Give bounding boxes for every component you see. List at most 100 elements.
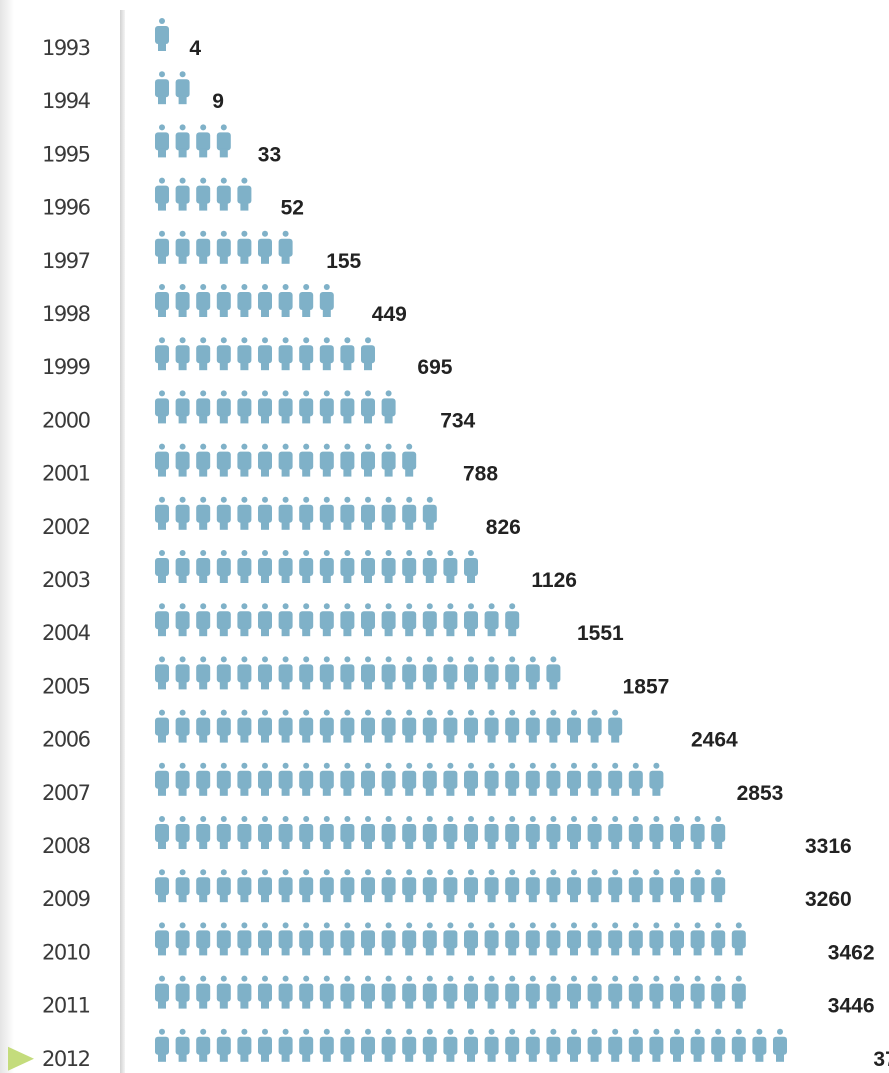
person-icon (278, 496, 293, 530)
person-icon (196, 709, 211, 743)
value-label: 695 (417, 356, 452, 379)
person-icon (670, 1028, 684, 1062)
person-icon-bar (155, 922, 746, 956)
person-icon (237, 337, 252, 371)
person-icon (319, 284, 334, 317)
year-row: 2012 3759 (42, 1028, 889, 1071)
person-icon (505, 922, 520, 956)
person-icon (196, 443, 211, 477)
person-icon (340, 975, 355, 1009)
person-icon (319, 443, 334, 477)
person-icon (422, 550, 437, 583)
person-icon (340, 816, 355, 849)
person-icon (464, 975, 478, 1009)
person-icon (628, 975, 643, 1009)
person-icon (484, 816, 499, 849)
person-icon (237, 656, 252, 690)
person-icon (216, 1028, 231, 1062)
person-icon (340, 550, 355, 583)
person-icon (175, 869, 190, 903)
person-icon (567, 922, 581, 956)
person-icon-bar (155, 550, 478, 583)
person-icon (484, 762, 499, 796)
person-icon (175, 816, 190, 849)
person-icon (175, 550, 190, 583)
person-icon (484, 656, 499, 690)
person-icon (258, 550, 272, 583)
person-icon (155, 550, 169, 583)
value-label: 3759 (873, 1048, 889, 1071)
person-icon (278, 762, 293, 796)
year-label: 1993 (42, 36, 90, 60)
person-icon-bar (155, 975, 746, 1009)
person-icon (340, 496, 355, 530)
person-icon (422, 869, 437, 903)
person-icon (361, 603, 375, 637)
person-icon-bar (155, 177, 252, 211)
person-icon (175, 496, 190, 530)
person-icon (381, 656, 396, 690)
selected-year-marker[interactable] (8, 1046, 34, 1071)
person-icon (422, 709, 437, 743)
person-icon (505, 816, 520, 849)
person-icon (670, 922, 684, 956)
person-icon (711, 1028, 726, 1062)
person-icon (299, 443, 314, 477)
year-row: 2002 826 (42, 496, 521, 539)
person-icon (505, 975, 520, 1009)
value-label: 3316 (805, 835, 852, 858)
year-row: 1997 155 (42, 230, 362, 273)
person-icon (278, 390, 293, 424)
person-icon (484, 1028, 499, 1062)
person-icon (464, 762, 478, 796)
person-icon (422, 762, 437, 796)
person-icon (299, 496, 314, 530)
person-icon (216, 869, 231, 903)
person-icon (278, 284, 293, 317)
person-icon (175, 390, 190, 424)
person-icon (237, 550, 252, 583)
person-icon (587, 762, 602, 796)
person-icon (505, 1028, 520, 1062)
person-icon (175, 284, 190, 317)
person-icon (299, 390, 314, 424)
person-icon (381, 496, 396, 530)
year-label: 2009 (42, 887, 90, 911)
person-icon (278, 816, 293, 849)
person-icon (196, 922, 211, 956)
person-icon (299, 603, 314, 637)
year-row: 1999 695 (42, 337, 453, 379)
person-icon (525, 975, 540, 1009)
person-icon (155, 337, 169, 371)
person-icon (299, 656, 314, 690)
person-icon-bar (155, 603, 520, 637)
person-icon (155, 656, 169, 690)
person-icon (608, 816, 623, 849)
year-label: 2006 (42, 728, 91, 752)
year-label: 1996 (42, 196, 91, 220)
person-icon (525, 656, 540, 690)
person-icon (299, 922, 314, 956)
person-icon-bar (155, 656, 561, 690)
person-icon (731, 1028, 746, 1062)
person-icon (196, 284, 211, 317)
person-icon (402, 1028, 417, 1062)
person-icon (361, 975, 375, 1009)
person-icon (381, 922, 396, 956)
person-icon (340, 337, 355, 371)
person-icon (258, 922, 272, 956)
person-icon (546, 709, 561, 743)
person-icon (587, 816, 602, 849)
person-icon (237, 1028, 252, 1062)
person-icon (237, 230, 252, 264)
person-icon (299, 816, 314, 849)
person-icon (381, 869, 396, 903)
person-icon (361, 762, 375, 796)
person-icon (525, 816, 540, 849)
value-label: 3462 (828, 941, 875, 964)
person-icon (587, 975, 602, 1009)
person-icon (216, 443, 231, 477)
person-icon (361, 337, 375, 371)
person-icon (402, 762, 417, 796)
person-icon (216, 124, 231, 158)
